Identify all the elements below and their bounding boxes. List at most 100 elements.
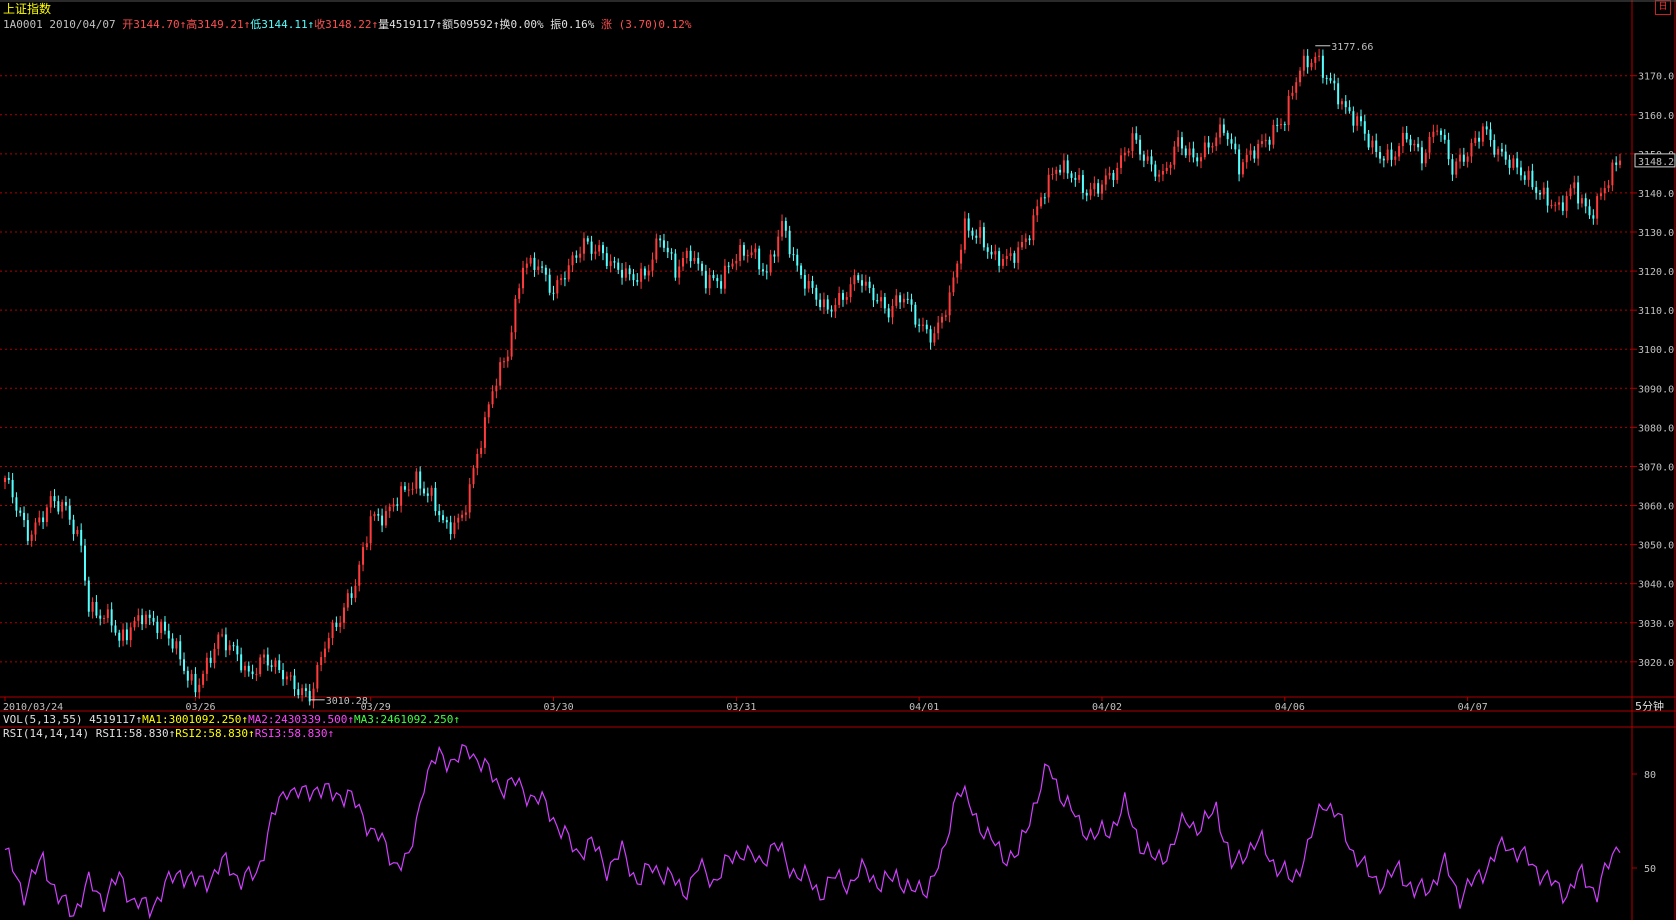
candle-body (1577, 182, 1580, 204)
candle-body (1340, 101, 1343, 105)
candle-body (1059, 169, 1062, 173)
time-tick-label: 04/02 (1092, 702, 1122, 713)
candle-body (339, 622, 342, 627)
candle-body (400, 486, 403, 506)
rsi2-value: RSI2:58.830↑ (175, 727, 255, 740)
candle-body (666, 247, 669, 253)
candle-body (868, 281, 871, 288)
candle-body (525, 263, 528, 268)
candle-body (1032, 215, 1035, 241)
candle-body (552, 292, 555, 294)
candle-body (1329, 78, 1332, 81)
candle-body (1424, 152, 1427, 164)
candle-body (685, 250, 688, 259)
rsi-tick-label: 80 (1644, 770, 1656, 781)
candle-body (224, 634, 227, 651)
candle-body (830, 309, 833, 312)
candle-body (960, 249, 963, 264)
price-tick-label: 3070.0 (1638, 462, 1674, 473)
candle-body (1470, 143, 1473, 157)
candle-body (7, 477, 10, 480)
candle-body (415, 471, 418, 489)
candle-body (990, 251, 993, 255)
candle-body (1611, 162, 1614, 186)
candle-body (853, 275, 856, 285)
candle-body (266, 654, 269, 666)
candle-body (278, 660, 281, 671)
candle-body (91, 601, 94, 612)
candle-body (735, 260, 738, 264)
candle-body (282, 670, 285, 680)
candle-body (659, 238, 662, 241)
candle-body (297, 689, 300, 696)
candle-body (739, 245, 742, 261)
candle-body (1367, 133, 1370, 148)
candle-body (320, 657, 323, 666)
candle-body (1497, 148, 1500, 155)
candle-body (323, 648, 326, 658)
candle-body (727, 265, 730, 267)
candle-body (845, 297, 848, 300)
candle-body (731, 263, 734, 267)
time-tick-label: 04/07 (1458, 702, 1488, 713)
candle-body (1325, 77, 1328, 79)
candle-body (971, 230, 974, 236)
candle-body (1131, 133, 1134, 152)
candle-body (1371, 140, 1374, 148)
candle-body (289, 675, 292, 677)
candle-body (243, 665, 246, 671)
candle-body (1074, 177, 1077, 180)
candle-body (1226, 132, 1229, 140)
candle-body (1390, 149, 1393, 160)
candle-body (1413, 143, 1416, 146)
candle-body (167, 630, 170, 639)
period-label[interactable]: 5分钟 (1635, 700, 1664, 713)
candle-body (1116, 167, 1119, 180)
candle-body (308, 690, 311, 702)
candle-body (1154, 164, 1157, 177)
candle-body (1318, 55, 1321, 57)
candle-body (910, 299, 913, 305)
candle-body (1420, 147, 1423, 164)
candle-body (1158, 174, 1161, 177)
candle-body (346, 593, 349, 608)
candle-body (963, 218, 966, 250)
candle-body (293, 675, 296, 690)
candle-body (544, 267, 547, 275)
candle-body (1283, 124, 1286, 126)
candle-body (369, 516, 372, 544)
candle-body (426, 493, 429, 496)
candle-body (784, 221, 787, 231)
candle-body (1443, 134, 1446, 140)
candle-body (902, 298, 905, 303)
change-label: 涨 (601, 18, 613, 31)
candle-body (179, 641, 182, 660)
candle-body (1207, 142, 1210, 148)
candle-body (1173, 146, 1176, 165)
candle-body (720, 281, 723, 289)
candle-body (171, 638, 174, 649)
candle-body (83, 545, 86, 581)
candle-body (1123, 152, 1126, 156)
candle-body (1363, 121, 1366, 134)
candle-body (563, 278, 566, 280)
candle-body (354, 585, 357, 598)
price-tick-label: 3020.0 (1638, 658, 1674, 669)
candle-body (579, 253, 582, 258)
candle-body (1527, 170, 1530, 180)
candle-body (921, 324, 924, 326)
candle-body (1249, 150, 1252, 155)
candle-body (236, 645, 239, 655)
candle-body (944, 315, 947, 317)
candle-body (681, 258, 684, 267)
candle-body (499, 362, 502, 386)
candle-body (781, 221, 784, 237)
candle-body (502, 361, 505, 363)
rsi1-line (4, 743, 1621, 920)
candle-body (1523, 175, 1526, 180)
candle-body (57, 501, 60, 512)
candle-body (198, 684, 201, 693)
candle-body (1569, 188, 1572, 197)
extreme-value-label: 3177.66 (1331, 42, 1373, 53)
